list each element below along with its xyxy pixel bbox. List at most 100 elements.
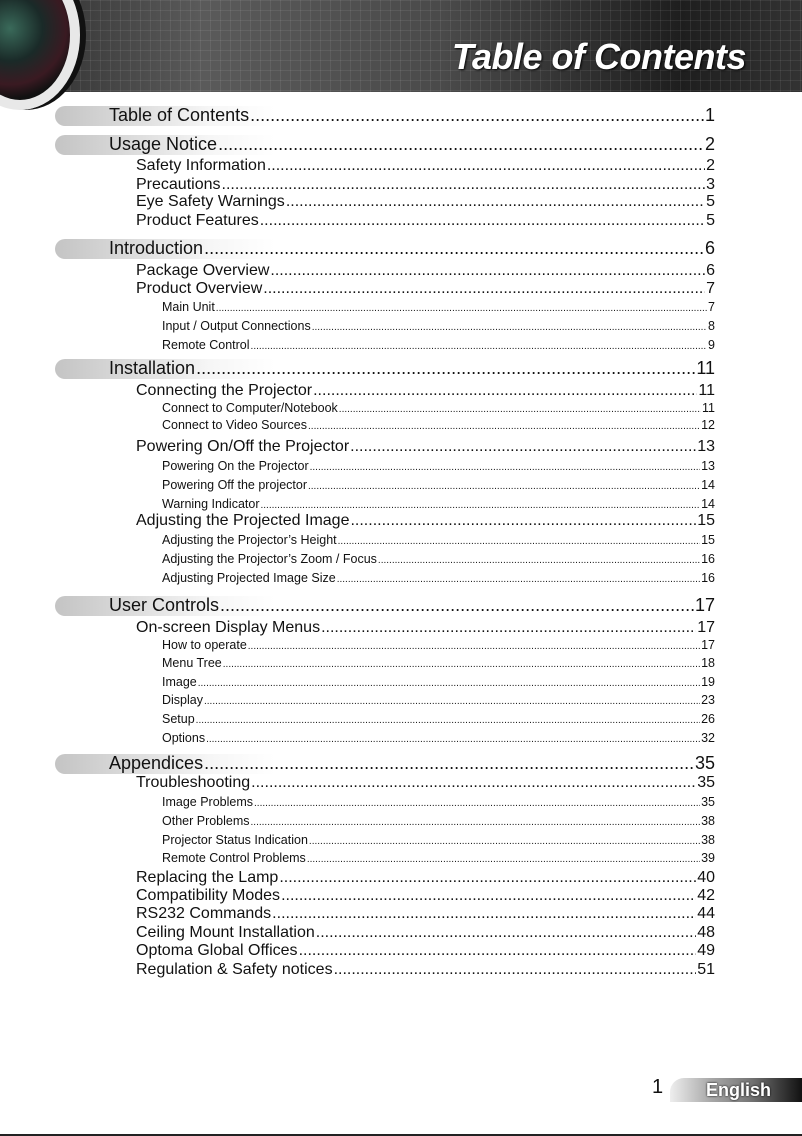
toc-entry-level-2[interactable]: Product Overview 7: [136, 280, 715, 299]
toc-entry-level-3[interactable]: Menu Tree 18: [162, 656, 715, 672]
toc-entry-level-2[interactable]: Adjusting the Projected Image 15: [136, 512, 715, 531]
dot-leader: [204, 696, 700, 707]
toc-entry-level-3[interactable]: Projector Status Indication 38: [162, 833, 715, 849]
toc-entry-page: 18: [701, 656, 715, 670]
dot-leader: [251, 341, 708, 352]
toc-entry-level-3[interactable]: Powering On the Projector 13: [162, 459, 715, 475]
toc-entry-page: 35: [701, 795, 715, 809]
toc-entry-level-3[interactable]: Adjusting Projected Image Size 16: [162, 571, 715, 587]
dot-leader: [279, 869, 696, 887]
toc-entry-level-3[interactable]: Adjusting the Projector’s Zoom / Focus 16: [162, 552, 715, 568]
toc-entry-page: 13: [701, 459, 715, 473]
toc-entry-page: 3: [706, 176, 715, 193]
toc-entry-level-2[interactable]: On-screen Display Menus 17: [136, 619, 715, 638]
toc-entry-page: 17: [701, 638, 715, 652]
toc-entry-page: 5: [706, 193, 715, 210]
dot-leader: [286, 193, 705, 211]
dot-leader: [206, 734, 700, 745]
toc-entry-level-2[interactable]: Replacing the Lamp 40: [136, 869, 715, 888]
toc-entry-level-3[interactable]: Connect to Computer/Notebook 11: [162, 401, 715, 417]
language-tab: [670, 1078, 802, 1102]
toc-entry-page: 8: [708, 319, 715, 333]
toc-entry-page: 16: [701, 571, 715, 585]
dot-leader: [196, 358, 695, 379]
toc-entry-level-2[interactable]: Powering On/Off the Projector 13: [136, 438, 715, 457]
toc-entry-label: Adjusting the Projector’s Height: [162, 533, 337, 547]
toc-entry-page: 38: [701, 833, 715, 847]
dot-leader: [254, 798, 700, 809]
toc-entry-label: Display: [162, 693, 203, 707]
toc-entry-label: Eye Safety Warnings: [136, 193, 285, 210]
toc-entry-level-2[interactable]: Ceiling Mount Installation 48: [136, 924, 715, 943]
header-banner: [0, 0, 802, 92]
toc-entry-level-1[interactable]: User Controls 17: [109, 595, 715, 617]
dot-leader: [248, 641, 700, 652]
toc-entry-level-3[interactable]: Image 19: [162, 675, 715, 691]
page-number: 1: [652, 1076, 664, 1098]
toc-entry-page: 9: [708, 338, 715, 352]
toc-entry-label: Adjusting the Projector’s Zoom / Focus: [162, 552, 377, 566]
dot-leader: [338, 536, 700, 547]
toc-entry-level-1[interactable]: Usage Notice 2: [109, 134, 715, 156]
toc-entry-level-2[interactable]: Package Overview 6: [136, 262, 715, 281]
toc-entry-label: Image: [162, 675, 197, 689]
toc-entry-level-3[interactable]: Options 32: [162, 731, 715, 747]
dot-leader: [316, 924, 696, 942]
toc-entry-label: Safety Information: [136, 157, 266, 174]
toc-entry-level-3[interactable]: Other Problems 38: [162, 814, 715, 830]
toc-entry-label: Appendices: [109, 753, 204, 773]
toc-entry-page: 44: [697, 905, 715, 922]
dot-leader: [321, 619, 696, 637]
dot-leader: [222, 176, 706, 194]
toc-entry-level-3[interactable]: Remote Control Problems 39: [162, 851, 715, 867]
toc-entry-level-2[interactable]: Compatibility Modes 42: [136, 887, 715, 906]
toc-entry-level-2[interactable]: Safety Information 2: [136, 157, 715, 176]
toc-entry-level-2[interactable]: Eye Safety Warnings 5: [136, 193, 715, 212]
dot-leader: [308, 481, 700, 492]
toc-entry-label: Product Overview: [136, 280, 263, 297]
toc-entry-level-1[interactable]: Introduction 6: [109, 238, 715, 260]
toc-entry-level-3[interactable]: Display 23: [162, 693, 715, 709]
dot-leader: [204, 753, 694, 774]
toc-entry-label: Troubleshooting: [136, 774, 251, 791]
dot-leader: [313, 382, 697, 400]
toc-entry-level-1[interactable]: Installation 11: [109, 358, 715, 380]
toc-entry-level-2[interactable]: RS232 Commands 44: [136, 905, 715, 924]
toc-entry-label: Options: [162, 731, 206, 745]
toc-entry-level-3[interactable]: Image Problems 35: [162, 795, 715, 811]
toc-entry-level-2[interactable]: Precautions 3: [136, 176, 715, 195]
toc-entry-level-1[interactable]: Table of Contents 1: [109, 105, 715, 127]
toc-entry-level-3[interactable]: Adjusting the Projector’s Height 15: [162, 533, 715, 549]
toc-entry-level-3[interactable]: How to operate 17: [162, 638, 715, 654]
toc-entry-label: Powering On/Off the Projector: [136, 438, 350, 455]
toc-entry-level-3[interactable]: Powering Off the projector 14: [162, 478, 715, 494]
toc-entry-level-1[interactable]: Appendices 35: [109, 753, 715, 775]
toc-entry-level-3[interactable]: Main Unit 7: [162, 300, 715, 316]
toc-entry-label: Optoma Global Offices: [136, 942, 298, 959]
toc-entry-level-3[interactable]: Connect to Video Sources 12: [162, 418, 715, 434]
dot-leader: [251, 817, 701, 828]
toc-entry-level-2[interactable]: Regulation & Safety notices 51: [136, 961, 715, 980]
toc-entry-page: 23: [701, 693, 715, 707]
toc-entry-level-3[interactable]: Warning Indicator 14: [162, 497, 715, 513]
toc-entry-level-2[interactable]: Optoma Global Offices 49: [136, 942, 715, 961]
dot-leader: [196, 715, 700, 726]
toc-entry-label: Replacing the Lamp: [136, 869, 279, 886]
toc-entry-level-3[interactable]: Setup 26: [162, 712, 715, 728]
toc-entry-label: How to operate: [162, 638, 247, 652]
dot-leader: [250, 105, 704, 126]
toc-entry-level-3[interactable]: Remote Control 9: [162, 338, 715, 354]
toc-entry-page: 1: [704, 105, 715, 125]
toc-entry-label: Other Problems: [162, 814, 250, 828]
toc-entry-label: Input / Output Connections: [162, 319, 311, 333]
toc-entry-page: 15: [701, 533, 715, 547]
toc-entry-label: Adjusting the Projected Image: [136, 512, 350, 529]
toc-entry-label: RS232 Commands: [136, 905, 272, 922]
toc-entry-level-2[interactable]: Connecting the Projector 11: [136, 382, 715, 401]
toc-entry-level-2[interactable]: Troubleshooting 35: [136, 774, 715, 793]
toc-entry-level-2[interactable]: Product Features 5: [136, 212, 715, 231]
toc-entry-label: Menu Tree: [162, 656, 222, 670]
toc-entry-label: Main Unit: [162, 300, 215, 314]
toc-entry-level-3[interactable]: Input / Output Connections 8: [162, 319, 715, 335]
toc-entry-label: Image Problems: [162, 795, 254, 809]
